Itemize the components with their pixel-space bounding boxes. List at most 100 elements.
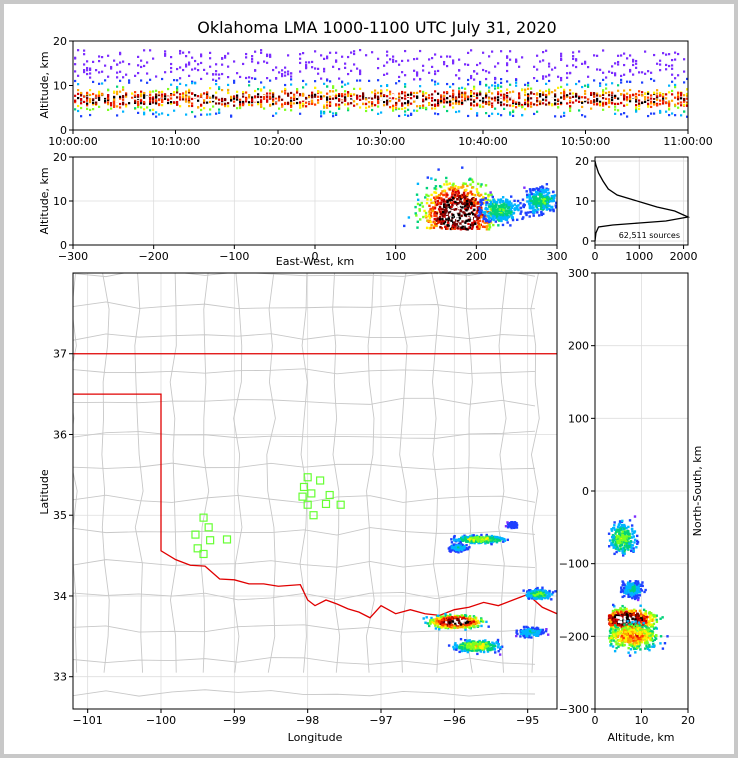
time-height-cell	[242, 104, 245, 107]
east-west-cell	[478, 207, 481, 210]
plan-view-cell	[448, 625, 451, 628]
east-west-cell	[465, 212, 469, 216]
time-height-cell	[284, 89, 287, 92]
time-height-cell	[122, 96, 125, 99]
time-height-cell	[446, 55, 449, 58]
east-west-cell	[455, 190, 458, 193]
time-height-cell	[545, 96, 548, 99]
time-height-cell	[287, 73, 290, 76]
east-west-cell	[426, 198, 429, 201]
time-height-cell	[470, 49, 473, 52]
time-height-cell	[287, 102, 290, 106]
time-height-cell	[344, 66, 347, 69]
time-height-cell	[209, 51, 212, 54]
east-west-cell	[487, 211, 491, 215]
east-west-cell	[540, 207, 543, 211]
plan-view-cell	[472, 643, 476, 647]
plan-view-cell	[475, 649, 478, 652]
time-height-cell	[77, 109, 80, 113]
time-height-cell	[128, 81, 131, 84]
time-height-cell	[233, 60, 236, 63]
time-height-cell	[251, 57, 254, 61]
time-height-cell	[206, 94, 209, 98]
time-height-cell	[458, 95, 461, 99]
east-west-cell	[491, 214, 495, 218]
time-height-cell	[542, 50, 545, 54]
time-height-cell	[326, 106, 329, 109]
east-west-cell	[491, 195, 494, 199]
time-height-cell	[92, 103, 95, 106]
east-west-cell	[446, 183, 449, 186]
plan-view-cell	[474, 641, 478, 645]
time-height-cell	[626, 92, 629, 95]
east-west-cell	[526, 200, 529, 203]
east-west-cell	[455, 223, 458, 226]
time-height-cell	[386, 54, 389, 57]
time-height-cell	[236, 72, 239, 75]
time-height-cell	[410, 91, 413, 94]
plan-view-cell	[463, 649, 467, 653]
plan-view-cell	[453, 624, 456, 628]
time-height-cell	[455, 74, 458, 77]
time-height-cell	[662, 100, 665, 103]
time-height-cell	[422, 69, 425, 72]
time-height-ytick-label: 10	[53, 80, 67, 93]
plan-view-cell	[472, 620, 475, 623]
time-height-cell	[296, 99, 299, 103]
time-height-cell	[284, 71, 287, 74]
time-height-cell	[215, 112, 218, 115]
time-height-cell	[104, 64, 107, 67]
time-height-cell	[95, 101, 98, 104]
plan-view-cell	[482, 650, 486, 654]
east-west-cell	[461, 184, 465, 187]
time-height-cell	[545, 49, 548, 52]
time-height-cell	[476, 96, 479, 100]
time-height-cell	[293, 93, 296, 96]
east-west-cell	[528, 193, 531, 197]
time-height-cell	[593, 79, 596, 82]
east-west-cell	[489, 200, 493, 204]
plan-view-cell	[468, 539, 472, 543]
time-height-cell	[473, 104, 476, 107]
east-west-cell	[446, 210, 450, 214]
time-height-cell	[506, 88, 509, 91]
time-height-cell	[350, 102, 353, 105]
plan-view-cell	[465, 538, 468, 542]
time-height-cell	[500, 114, 503, 117]
east-west-cell	[429, 214, 433, 217]
time-height-cell	[113, 98, 116, 101]
time-height-cell	[119, 97, 122, 100]
time-height-cell	[185, 63, 188, 66]
time-height-cell	[635, 66, 638, 69]
east-west-cell	[453, 203, 457, 207]
time-height-xtick-label: 11:00:00	[663, 135, 712, 148]
east-west-cell	[489, 221, 493, 224]
time-height-cell	[293, 95, 296, 99]
plan-view-cell	[439, 615, 443, 619]
plan-view-cell	[495, 641, 498, 644]
time-height-cell	[323, 110, 326, 114]
time-height-cell	[602, 102, 605, 105]
east-west-cell	[418, 203, 422, 207]
time-height-cell	[122, 86, 125, 89]
time-height-cell	[578, 109, 581, 112]
east-west-cell	[495, 203, 498, 206]
time-height-cell	[374, 89, 377, 92]
plan-view-cell	[466, 625, 469, 628]
time-height-cell	[638, 90, 641, 93]
time-height-cell	[374, 104, 377, 107]
time-height-cell	[632, 100, 635, 103]
time-height-cell	[80, 98, 83, 101]
east-west-cell	[479, 202, 482, 206]
plan-view-cell	[465, 540, 468, 543]
time-height-cell	[410, 113, 413, 116]
time-height-cell	[479, 104, 482, 107]
time-height-cell	[401, 107, 404, 110]
east-west-cell	[445, 195, 448, 198]
plan-view-cell	[445, 621, 448, 624]
time-height-cell	[110, 99, 113, 103]
time-height-cell	[338, 93, 341, 96]
time-height-cell	[440, 94, 443, 97]
plan-view-cell	[471, 534, 474, 537]
time-height-cell	[167, 113, 170, 117]
